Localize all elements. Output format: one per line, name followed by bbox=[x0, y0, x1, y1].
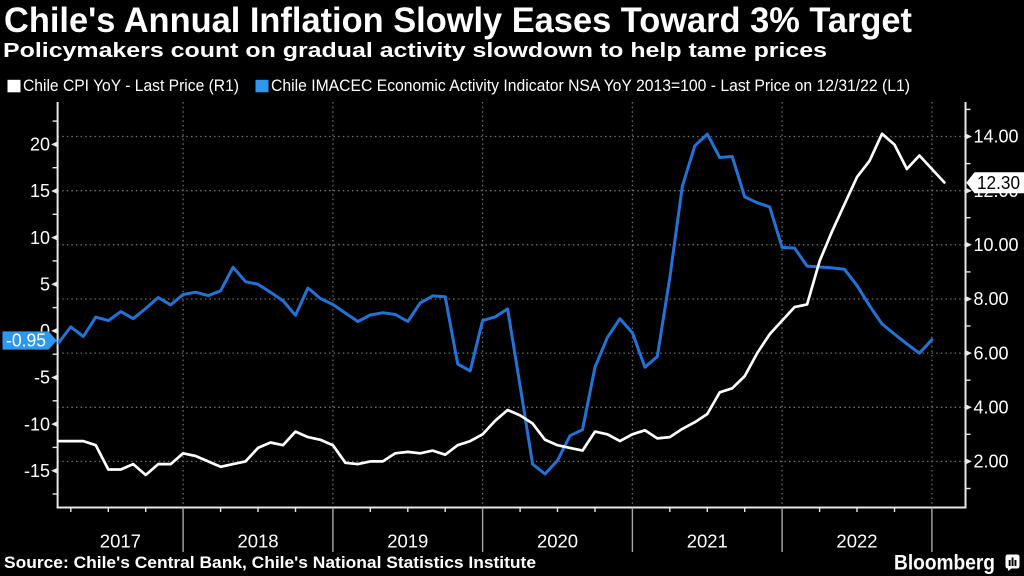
svg-text:Chile CPI YoY - Last Price (R1: Chile CPI YoY - Last Price (R1) bbox=[23, 76, 239, 95]
svg-text:Chile's Annual Inflation Slowl: Chile's Annual Inflation Slowly Eases To… bbox=[4, 1, 912, 40]
svg-text:14.00: 14.00 bbox=[974, 127, 1019, 147]
svg-text:2021: 2021 bbox=[687, 531, 728, 552]
svg-text:6.00: 6.00 bbox=[974, 343, 1009, 363]
svg-text:15: 15 bbox=[30, 181, 50, 201]
svg-text:-0.95: -0.95 bbox=[6, 331, 46, 351]
svg-text:2017: 2017 bbox=[100, 531, 141, 552]
svg-text:2018: 2018 bbox=[237, 531, 278, 552]
svg-text:2019: 2019 bbox=[387, 531, 428, 552]
svg-text:20: 20 bbox=[30, 135, 50, 155]
svg-text:12.30: 12.30 bbox=[977, 172, 1020, 193]
svg-text:-15: -15 bbox=[24, 461, 50, 481]
svg-text:10.00: 10.00 bbox=[974, 235, 1019, 255]
svg-text:2.00: 2.00 bbox=[974, 452, 1009, 472]
svg-text:Bloomberg: Bloomberg bbox=[894, 551, 995, 575]
svg-text:Policymakers count on gradual: Policymakers count on gradual activity s… bbox=[3, 39, 827, 62]
svg-text:0: 0 bbox=[40, 321, 50, 341]
svg-text:4.00: 4.00 bbox=[974, 397, 1009, 417]
svg-text:2020: 2020 bbox=[537, 531, 578, 552]
svg-text:-10: -10 bbox=[24, 414, 50, 434]
svg-text:-5: -5 bbox=[34, 368, 50, 388]
svg-text:5: 5 bbox=[40, 274, 50, 294]
svg-text:10: 10 bbox=[30, 228, 50, 248]
svg-text:Chile IMACEC Economic Activity: Chile IMACEC Economic Activity Indicator… bbox=[271, 76, 910, 95]
svg-text:2022: 2022 bbox=[836, 531, 877, 552]
svg-text:8.00: 8.00 bbox=[974, 289, 1009, 309]
svg-text:Source: Chile's Central Bank,: Source: Chile's Central Bank, Chile's Na… bbox=[4, 554, 536, 572]
